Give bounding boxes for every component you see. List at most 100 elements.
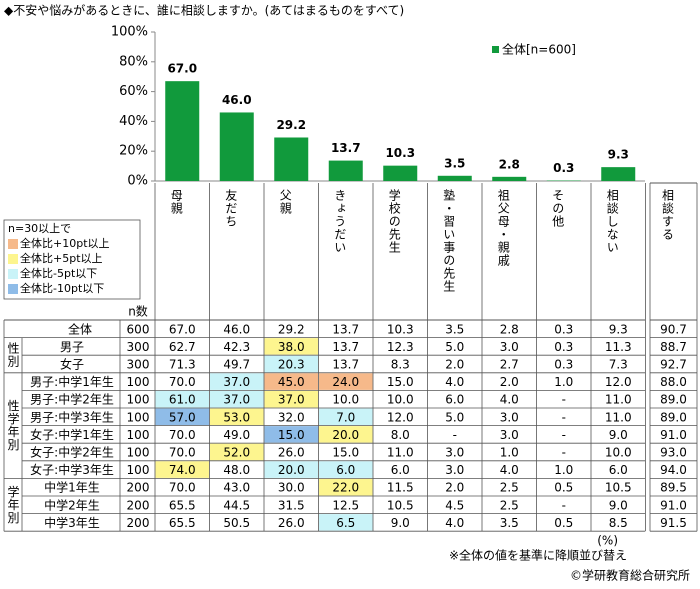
highlight-cell: [264, 426, 318, 443]
table-cell: 4.0: [500, 393, 519, 407]
table-cell: 88.0: [660, 375, 687, 389]
highlight-cell: [264, 390, 318, 408]
table-cell: 15.0: [278, 428, 305, 442]
table-cell: 6.5: [336, 516, 355, 530]
table-cell: 8.5: [609, 516, 628, 530]
table-cell: 89.0: [660, 393, 687, 407]
table-cell: 2.8: [500, 322, 519, 336]
table-cell: 3.0: [500, 340, 519, 354]
row-label: 男子:中学1年生: [30, 374, 114, 389]
table-cell: 2.0: [445, 358, 464, 372]
table-cell: 37.0: [223, 393, 250, 407]
table-cell: 4.0: [445, 516, 464, 530]
bar: [219, 112, 254, 181]
table-cell: 12.5: [332, 498, 359, 512]
table-cell: 0.3: [554, 358, 573, 372]
table-cell: 90.7: [660, 322, 687, 336]
bar: [601, 167, 636, 181]
table-cell: 13.7: [332, 358, 359, 372]
table-cell: 20.0: [332, 428, 359, 442]
table-cell: 43.0: [223, 481, 250, 495]
table-cell: 4.0: [445, 375, 464, 389]
table-cell: 70.0: [169, 428, 196, 442]
table-cell: 71.3: [169, 358, 196, 372]
n-cell: 100: [127, 428, 150, 442]
table-cell: -: [562, 393, 566, 407]
group-label: 性別: [6, 342, 20, 368]
column-header: きょうだい: [333, 189, 347, 254]
legend-label: 全体[n=600]: [502, 42, 576, 57]
table-cell: -: [562, 410, 566, 424]
highlight-cell: [264, 355, 318, 373]
table-cell: 5.0: [445, 340, 464, 354]
table-cell: 61.0: [169, 393, 196, 407]
bar: [274, 137, 309, 181]
bar: [492, 176, 527, 181]
table-cell: 62.7: [169, 340, 196, 354]
table-cell: 10.0: [332, 393, 359, 407]
row-label: 中学3年生: [44, 515, 100, 530]
table-cell: 3.0: [445, 463, 464, 477]
table-cell: 0.3: [554, 322, 573, 336]
table-cell: 45.0: [278, 375, 305, 389]
table-cell: 91.0: [660, 428, 687, 442]
highlight-cell: [155, 461, 209, 478]
table-cell: 46.0: [223, 322, 250, 336]
table-cell: 4.5: [445, 498, 464, 512]
table-cell: 3.5: [500, 516, 519, 530]
table-cell: 1.0: [500, 446, 519, 460]
unit: (%): [597, 534, 618, 548]
highlight-cell: [210, 408, 264, 426]
table-cell: 65.5: [169, 498, 196, 512]
table-cell: 42.3: [223, 340, 250, 354]
highlight-cell: [264, 373, 318, 390]
table-cell: -: [562, 428, 566, 442]
table-cell: 8.3: [391, 358, 410, 372]
table-cell: 6.0: [391, 463, 410, 477]
column-header: 相談しない: [605, 189, 619, 254]
row-label: 女子:中学2年生: [30, 445, 114, 460]
table-cell: 15.0: [387, 375, 414, 389]
table-cell: -: [562, 446, 566, 460]
table-cell: 49.7: [223, 358, 250, 372]
n-cell: 200: [127, 516, 150, 530]
table-cell: 3.0: [500, 410, 519, 424]
table-cell: 31.5: [278, 498, 305, 512]
table-cell: 1.0: [554, 463, 573, 477]
legend-box: [3, 219, 141, 300]
bar: [328, 160, 363, 181]
table-cell: 10.0: [387, 393, 414, 407]
table-cell: 11.0: [387, 446, 414, 460]
title: ◆不安や悩みがあるときに、誰に相談しますか。(あてはまるものをすべて): [4, 3, 404, 18]
table-cell: 9.0: [609, 498, 628, 512]
table-cell: 32.0: [278, 410, 305, 424]
value-label: 3.5: [444, 156, 465, 170]
legend-swatch: [8, 269, 18, 279]
table-cell: 6.0: [609, 463, 628, 477]
table-cell: 20.0: [278, 463, 305, 477]
column-header: 学校の先生: [387, 188, 401, 254]
table-cell: 29.2: [278, 322, 305, 336]
table-cell: 67.0: [169, 322, 196, 336]
legend-label: 全体比+10pt以上: [20, 236, 110, 250]
table-cell: 37.0: [223, 375, 250, 389]
table-cell: 70.0: [169, 446, 196, 460]
legend-label: 全体比-10pt以下: [20, 281, 104, 295]
table-cell: 10.3: [387, 322, 414, 336]
y-tick-label: 20%: [119, 144, 148, 159]
table-cell: 10.5: [605, 481, 632, 495]
value-label: 13.7: [331, 141, 361, 155]
highlight-cell: [210, 390, 264, 408]
highlight-cell: [264, 338, 318, 355]
table-cell: 57.0: [169, 410, 196, 424]
table-cell: 22.0: [332, 481, 359, 495]
group-label: 学年別: [6, 484, 20, 524]
group-label: 性学年別: [6, 399, 20, 451]
n-cell: 600: [127, 322, 150, 336]
table-cell: 12.3: [387, 340, 414, 354]
table-cell: 7.3: [609, 358, 628, 372]
legend-swatch: [492, 46, 499, 53]
table-cell: 50.5: [223, 516, 250, 530]
n-cell: 100: [127, 446, 150, 460]
table-cell: 70.0: [169, 375, 196, 389]
